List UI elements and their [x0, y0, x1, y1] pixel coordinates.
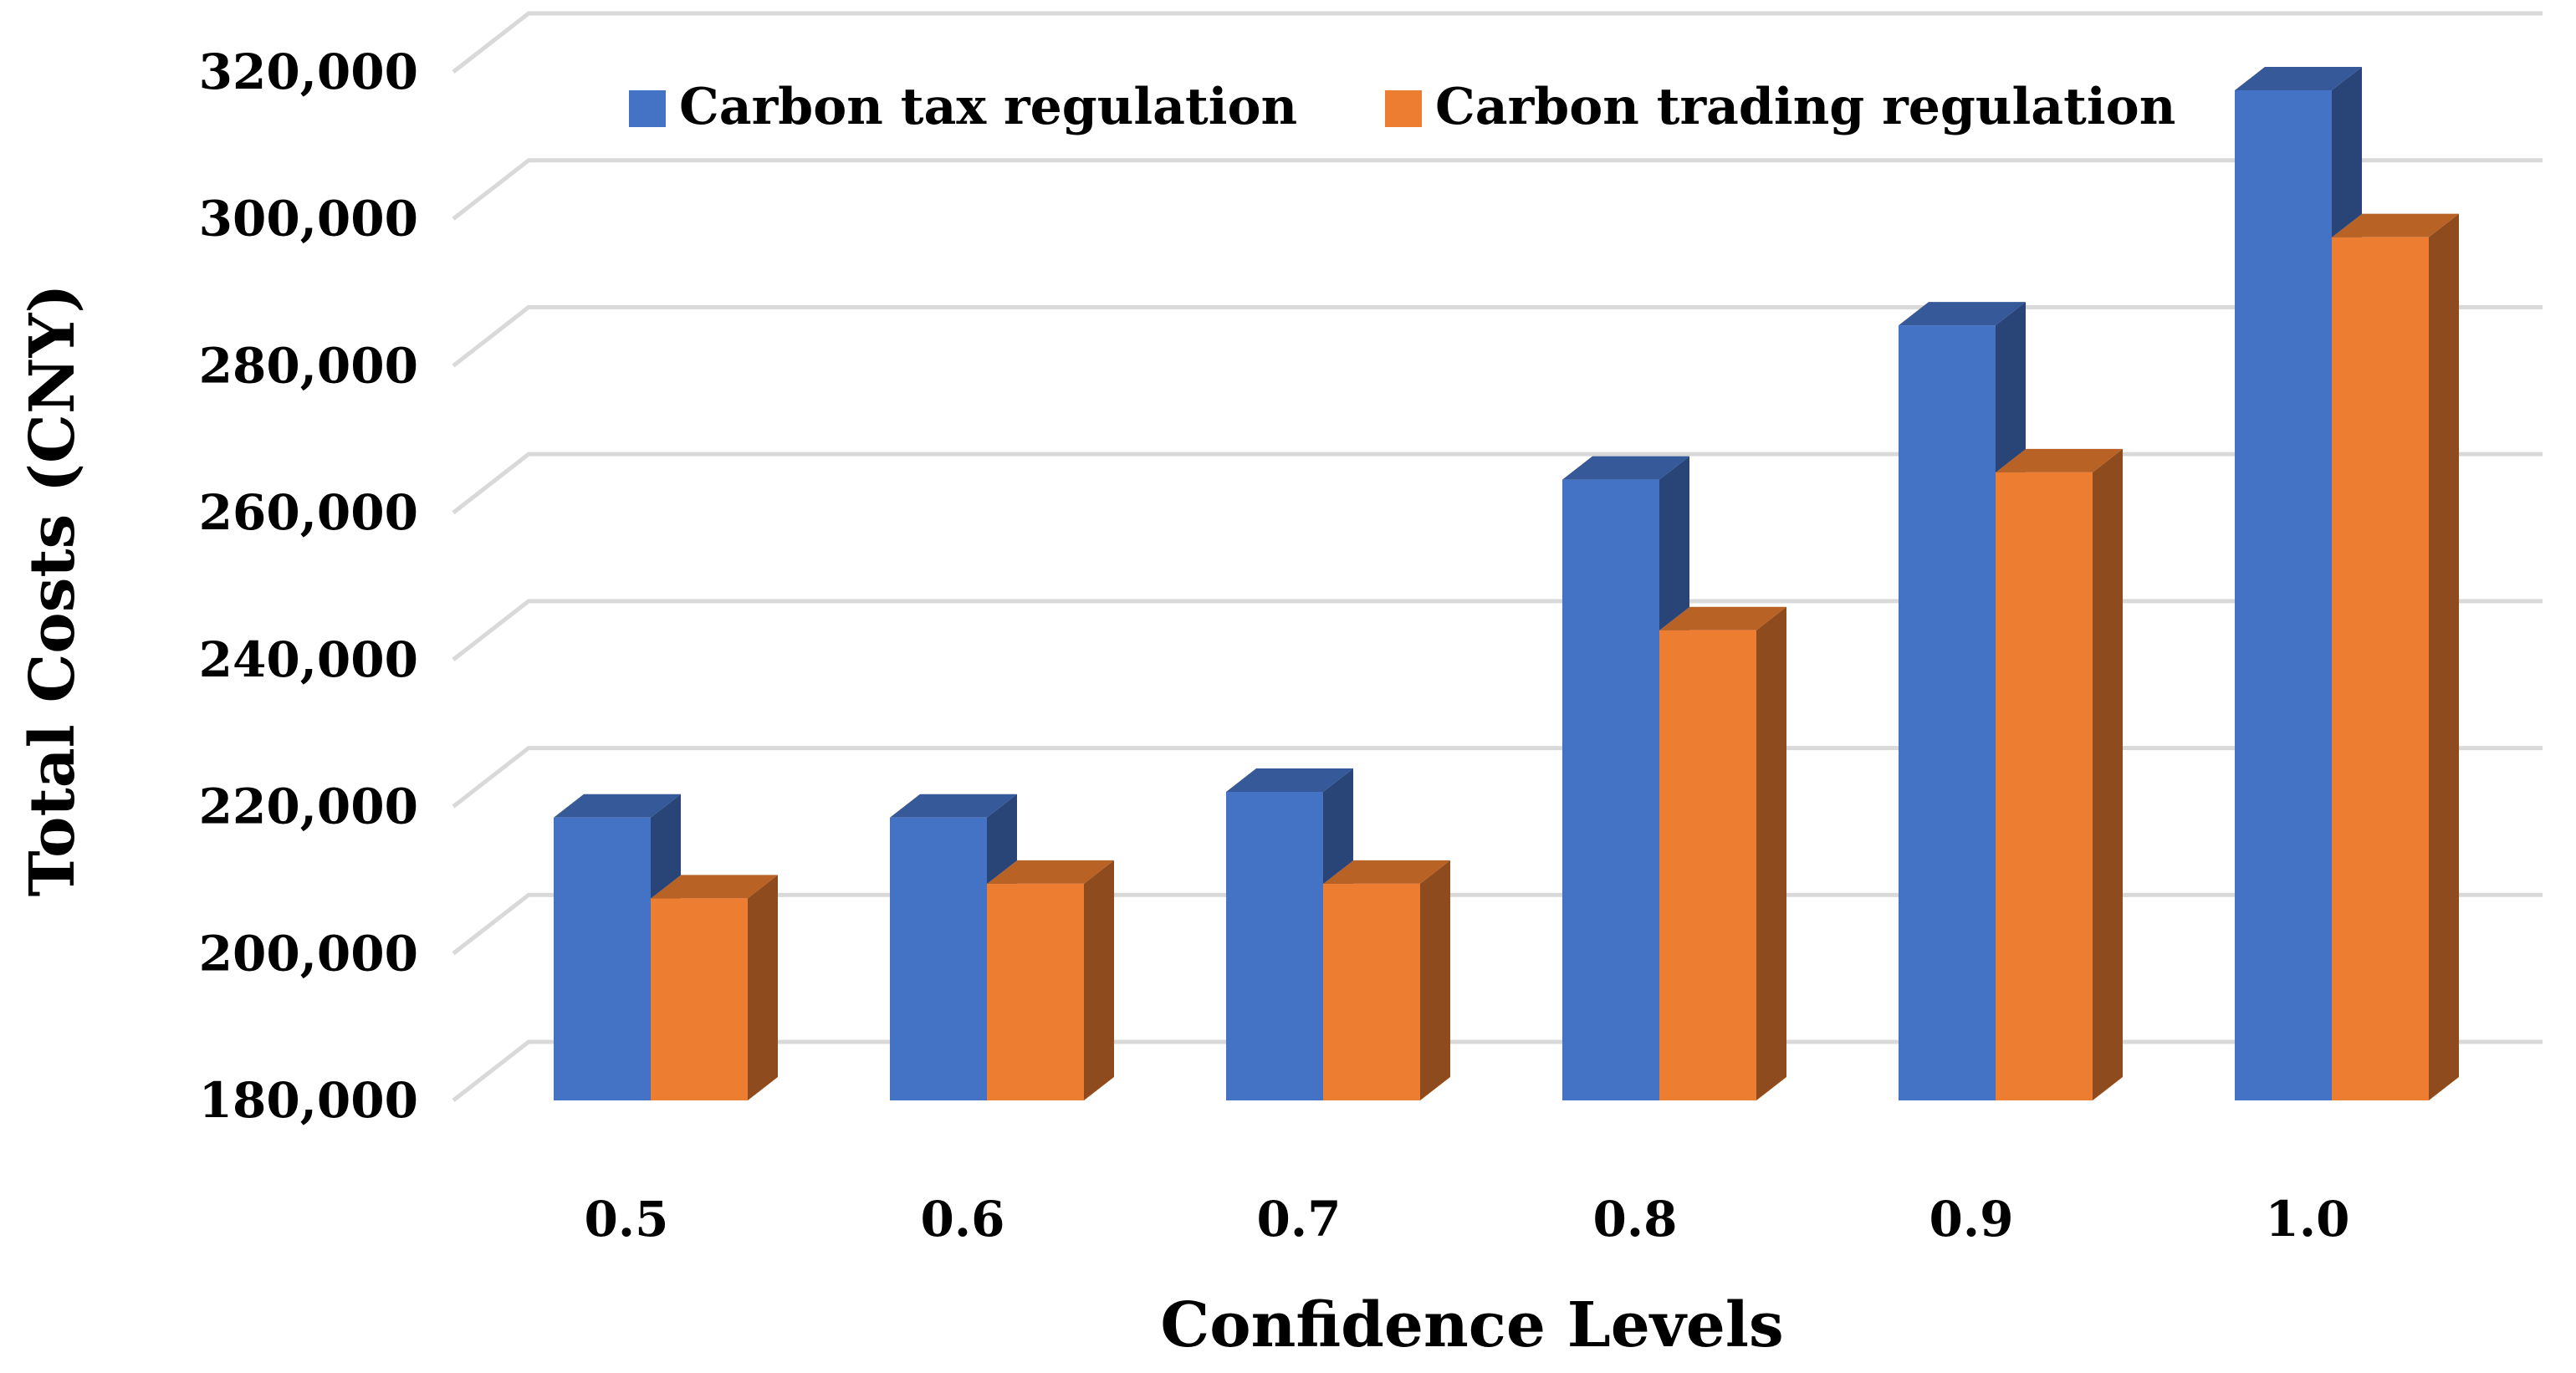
gridlines: [452, 11, 2543, 1102]
x-tick-label: 0.9: [1929, 1191, 2014, 1248]
y-tick-label: 260,000: [199, 484, 418, 541]
gridline: [452, 1039, 2543, 1102]
x-tick-label: 0.7: [1257, 1191, 1342, 1248]
bar: [2332, 213, 2459, 1100]
legend-label-carbon-tax: Carbon tax regulation: [679, 78, 1297, 136]
bar: [1996, 448, 2123, 1100]
y-tick-label: 320,000: [199, 43, 418, 100]
y-tick-label: 220,000: [199, 778, 418, 835]
y-axis-ticks: 180,000 200,000 220,000 240,000 260,000 280,0…: [199, 43, 418, 1129]
bar: [1323, 860, 1450, 1100]
gridline: [452, 746, 2543, 809]
gridline: [452, 11, 2543, 74]
legend-swatch-carbon-tax: [629, 90, 666, 127]
bar: [651, 875, 778, 1100]
y-tick-label: 200,000: [199, 925, 418, 982]
gridline: [452, 452, 2543, 515]
y-tick-label: 280,000: [199, 337, 418, 394]
gridline: [452, 304, 2543, 368]
legend-swatch-carbon-trading: [1385, 90, 1422, 127]
x-tick-label: 1.0: [2266, 1191, 2350, 1248]
gridline: [452, 158, 2543, 221]
y-tick-label: 300,000: [199, 191, 418, 248]
bar: [987, 860, 1114, 1100]
bar: [554, 794, 681, 1100]
y-tick-label: 180,000: [199, 1072, 418, 1129]
x-axis-ticks: 0.5 0.6 0.7 0.8 0.9 1.0: [585, 1191, 2350, 1248]
bar: [1659, 606, 1786, 1100]
x-tick-label: 0.5: [585, 1191, 669, 1248]
y-tick-label: 240,000: [199, 631, 418, 688]
legend: Carbon tax regulation Carbon trading reg…: [629, 78, 2175, 136]
y-axis-title: Total Costs (CNY): [17, 284, 89, 897]
gridline: [452, 892, 2543, 956]
gridline: [452, 599, 2543, 661]
x-tick-label: 0.8: [1593, 1191, 1678, 1248]
x-tick-label: 0.6: [921, 1191, 1005, 1248]
bars: [554, 66, 2459, 1101]
legend-label-carbon-trading: Carbon trading regulation: [1435, 78, 2175, 136]
x-axis-title: Confidence Levels: [1160, 1289, 1783, 1361]
